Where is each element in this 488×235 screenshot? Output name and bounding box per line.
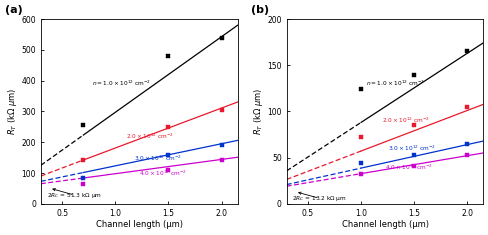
Text: $4.0 \times 10^{12}$ cm$^{-2}$: $4.0 \times 10^{12}$ cm$^{-2}$ <box>384 162 431 172</box>
X-axis label: Channel length (μm): Channel length (μm) <box>96 220 183 229</box>
Text: 2$R_C$ = 13.2 kΩ μm: 2$R_C$ = 13.2 kΩ μm <box>291 192 346 203</box>
Text: $3.0 \times 10^{12}$ cm$^{-2}$: $3.0 \times 10^{12}$ cm$^{-2}$ <box>134 154 182 163</box>
Text: 2$R_C$ = 51.3 kΩ μm: 2$R_C$ = 51.3 kΩ μm <box>47 188 102 200</box>
Text: (b): (b) <box>251 5 269 16</box>
Text: $n = 1.0 \times 10^{12}$ cm$^{-2}$: $n = 1.0 \times 10^{12}$ cm$^{-2}$ <box>92 79 150 88</box>
Y-axis label: $R_T$ (k$\Omega$ $\mu$m): $R_T$ (k$\Omega$ $\mu$m) <box>251 88 264 135</box>
Text: $3.0 \times 10^{12}$ cm$^{-2}$: $3.0 \times 10^{12}$ cm$^{-2}$ <box>387 144 435 153</box>
Text: $4.0 \times 10^{12}$ cm$^{-2}$: $4.0 \times 10^{12}$ cm$^{-2}$ <box>139 168 186 178</box>
Text: $n = 1.0 \times 10^{12}$ cm$^{-2}$: $n = 1.0 \times 10^{12}$ cm$^{-2}$ <box>366 79 425 88</box>
Text: (a): (a) <box>5 5 23 16</box>
Text: $2.0 \times 10^{12}$ cm$^{-2}$: $2.0 \times 10^{12}$ cm$^{-2}$ <box>126 131 174 141</box>
X-axis label: Channel length (μm): Channel length (μm) <box>341 220 427 229</box>
Y-axis label: $R_T$ (k$\Omega$ $\mu$m): $R_T$ (k$\Omega$ $\mu$m) <box>5 88 19 135</box>
Text: $2.0 \times 10^{12}$ cm$^{-2}$: $2.0 \times 10^{12}$ cm$^{-2}$ <box>382 116 429 125</box>
